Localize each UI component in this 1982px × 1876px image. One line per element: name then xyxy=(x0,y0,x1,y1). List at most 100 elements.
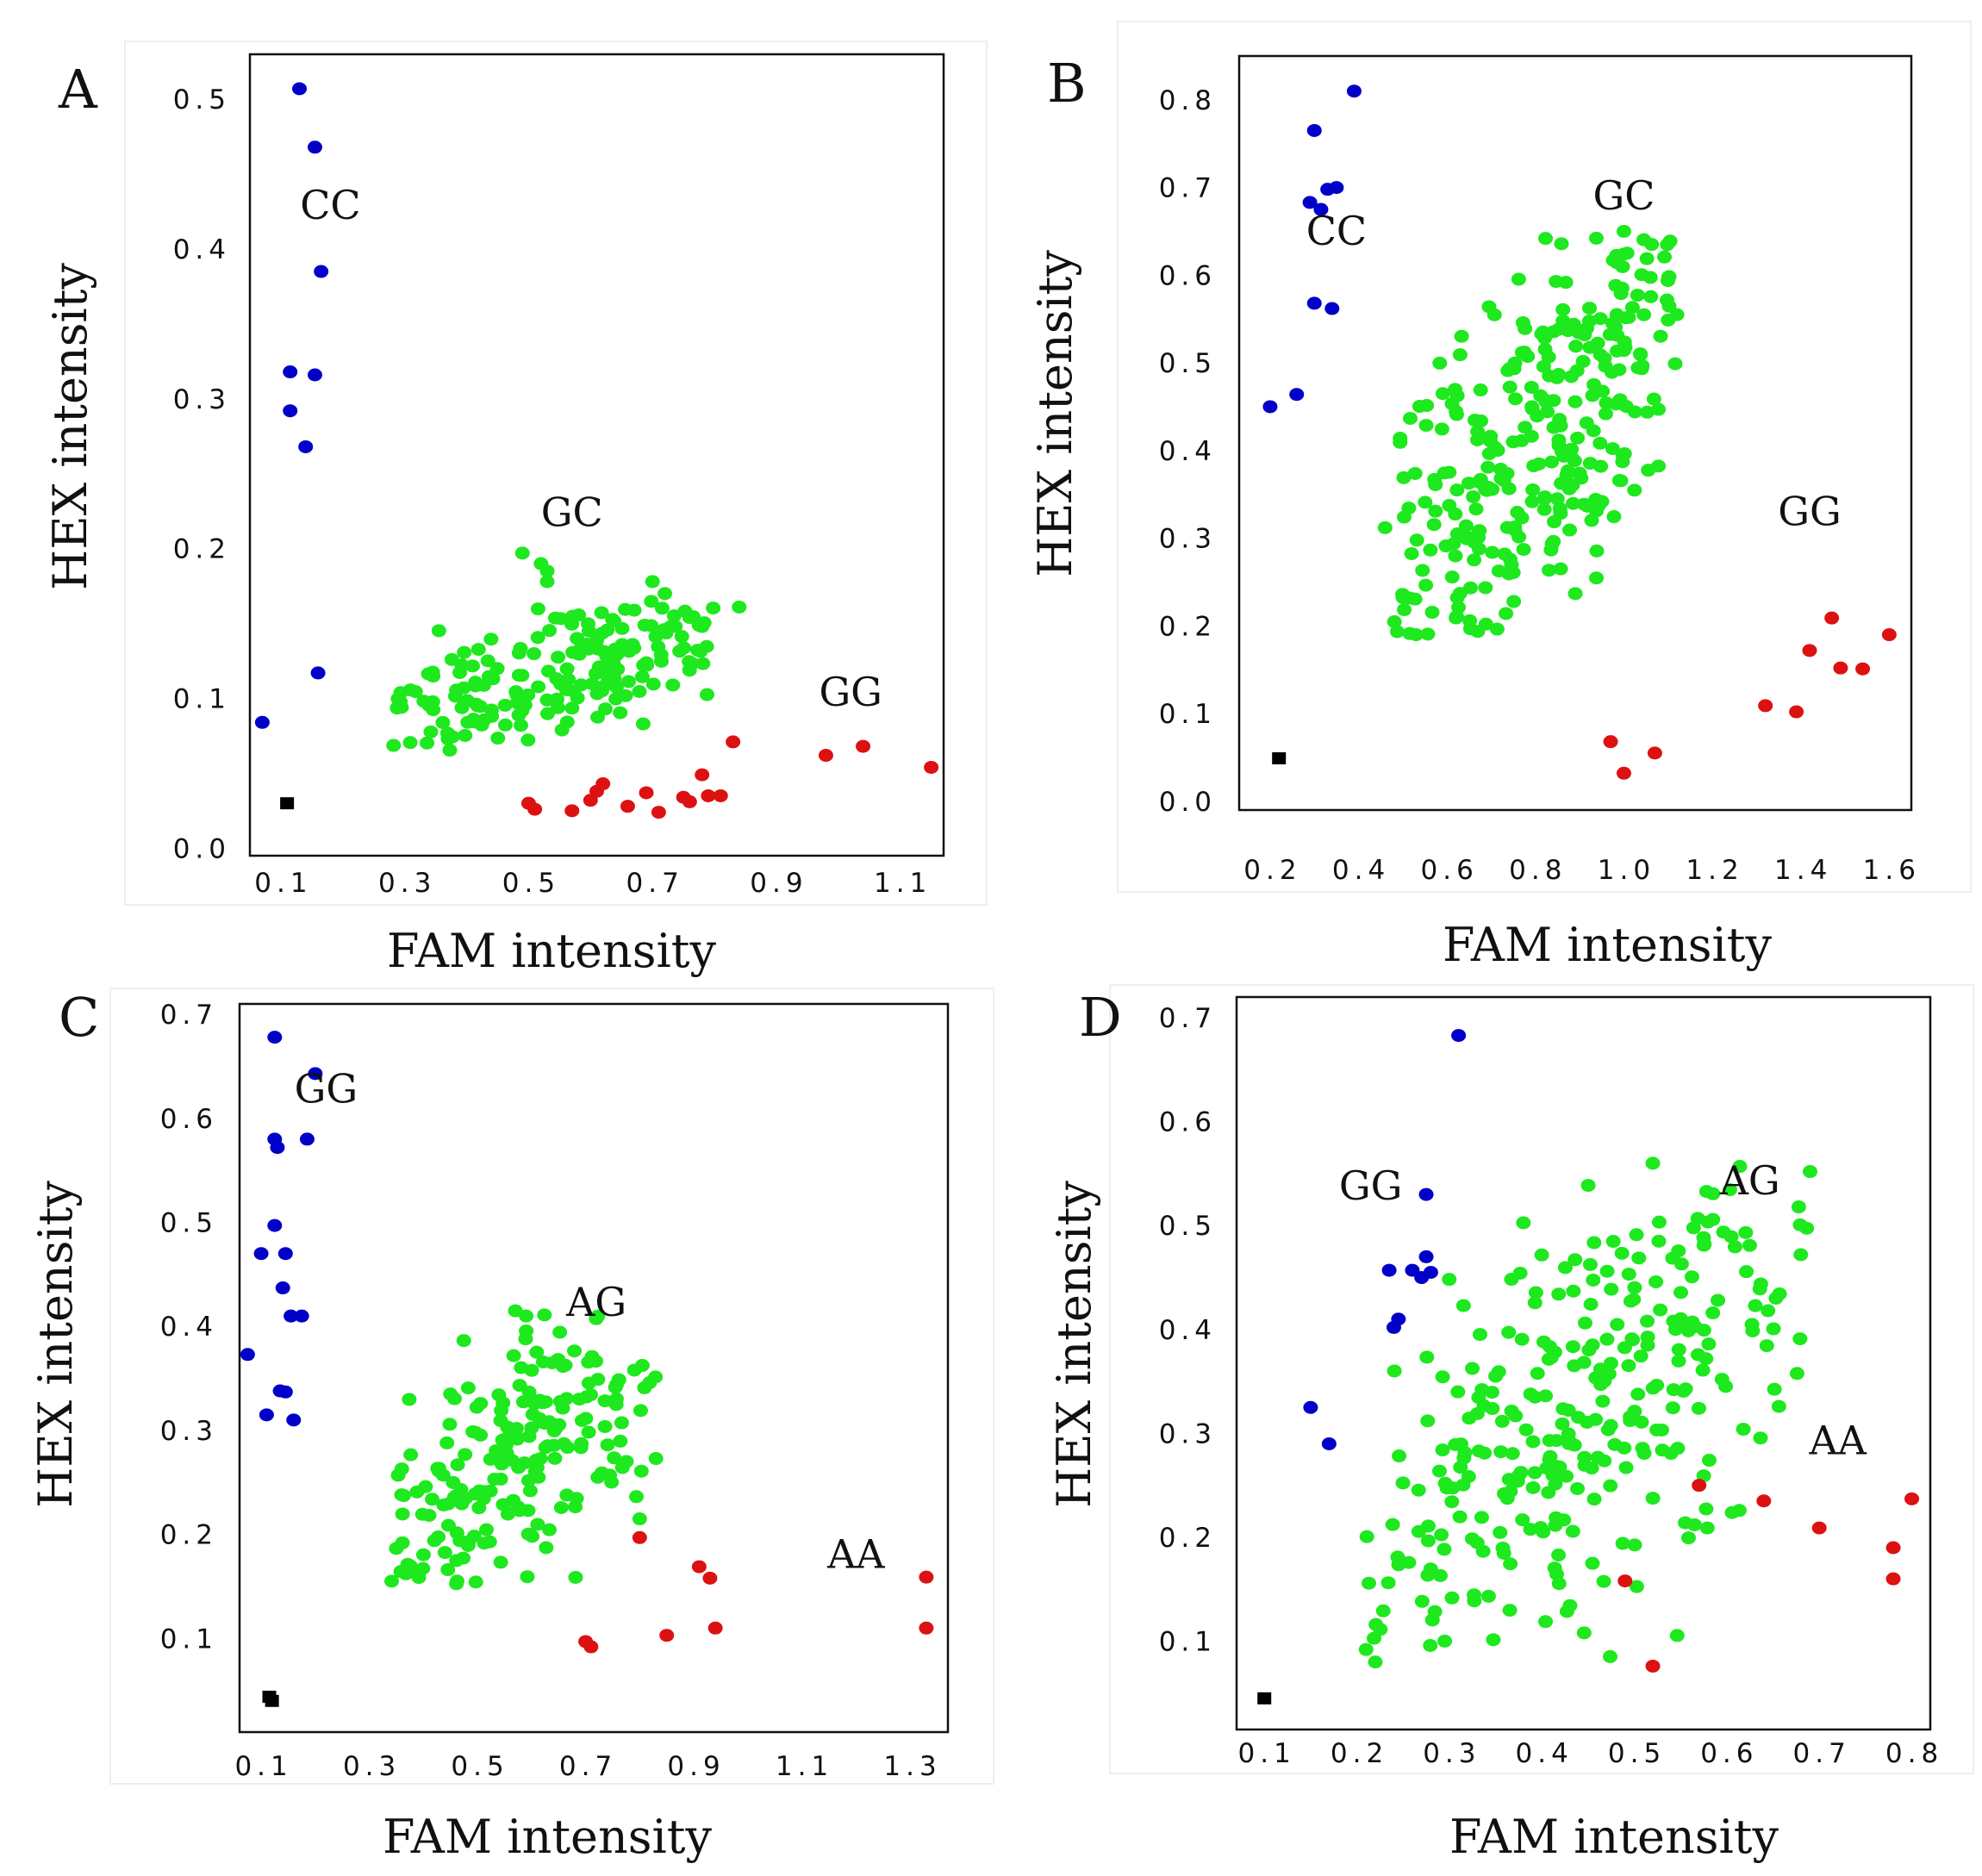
data-point xyxy=(1468,502,1484,516)
data-point xyxy=(632,1512,647,1526)
cluster-label: GG xyxy=(295,1066,358,1113)
data-point xyxy=(1621,1268,1636,1281)
data-point xyxy=(1611,474,1627,488)
data-point xyxy=(1481,300,1497,314)
data-point xyxy=(1696,1238,1711,1252)
panel-background xyxy=(1117,21,1972,893)
data-point xyxy=(1525,1480,1541,1494)
y-tick-label: 0.3 xyxy=(173,384,231,415)
cluster-label: AA xyxy=(826,1530,885,1577)
data-point xyxy=(1635,358,1650,372)
data-point xyxy=(524,1421,539,1435)
data-point xyxy=(1557,1261,1573,1275)
x-tick-label: 0.9 xyxy=(750,868,807,899)
data-point xyxy=(639,786,654,800)
data-point xyxy=(1618,1461,1634,1474)
data-point xyxy=(1566,1284,1581,1298)
data-point xyxy=(1448,383,1463,396)
data-point xyxy=(654,601,670,615)
data-point xyxy=(511,708,527,722)
data-point xyxy=(259,1408,274,1422)
data-point xyxy=(497,698,513,712)
data-point xyxy=(1505,435,1521,449)
data-point xyxy=(571,608,587,622)
data-point xyxy=(1455,1299,1471,1312)
cluster-label: AG xyxy=(1719,1157,1780,1204)
data-point xyxy=(1555,302,1571,316)
series-cc xyxy=(1262,84,1362,414)
data-point xyxy=(1486,1633,1501,1647)
data-point xyxy=(571,647,587,661)
data-point xyxy=(1359,1530,1374,1543)
data-point xyxy=(539,575,555,589)
data-point xyxy=(530,631,545,645)
data-point xyxy=(386,739,402,752)
data-point xyxy=(1627,405,1642,419)
data-point xyxy=(1543,543,1559,557)
x-tick-label: 1.4 xyxy=(1774,855,1832,886)
data-point xyxy=(298,439,314,453)
data-point xyxy=(1262,400,1278,414)
data-point xyxy=(493,1472,508,1486)
data-point xyxy=(454,701,470,714)
data-point xyxy=(1627,1538,1642,1552)
data-point xyxy=(425,1493,440,1506)
data-point xyxy=(530,1518,545,1531)
data-point xyxy=(1616,224,1631,238)
y-tick-label: 0.1 xyxy=(160,1624,218,1655)
data-point xyxy=(531,680,546,694)
data-point xyxy=(1602,1649,1617,1663)
data-point xyxy=(648,1370,664,1384)
data-point xyxy=(1537,331,1553,345)
data-point xyxy=(449,1554,464,1567)
data-point xyxy=(682,611,697,625)
data-point xyxy=(701,788,716,802)
data-point xyxy=(595,663,610,676)
data-point xyxy=(614,1416,629,1430)
data-point xyxy=(1395,1476,1411,1490)
data-point xyxy=(1373,1623,1388,1636)
data-point xyxy=(553,1500,569,1514)
data-point xyxy=(1442,1273,1457,1287)
data-point xyxy=(1289,388,1305,402)
data-point xyxy=(1714,1373,1730,1387)
data-point xyxy=(469,1400,484,1414)
data-point xyxy=(1423,1266,1438,1280)
data-point xyxy=(496,1396,511,1410)
series-gg xyxy=(240,1031,323,1427)
data-point xyxy=(1633,348,1649,362)
data-point xyxy=(597,1419,613,1433)
x-tick-label: 0.2 xyxy=(1331,1738,1388,1769)
data-point xyxy=(1412,400,1427,414)
data-point xyxy=(1483,429,1499,443)
data-point xyxy=(559,662,575,676)
data-point xyxy=(1489,622,1505,636)
data-point xyxy=(440,1563,456,1577)
data-point xyxy=(496,1498,511,1511)
data-point xyxy=(695,657,711,670)
data-point xyxy=(1610,1318,1625,1331)
data-point xyxy=(1630,288,1645,302)
data-point xyxy=(1506,595,1522,608)
data-point xyxy=(1435,387,1450,401)
data-point xyxy=(1602,327,1617,341)
data-point xyxy=(1627,483,1642,497)
data-point xyxy=(284,1309,299,1323)
x-tick-label: 0.8 xyxy=(1509,855,1567,886)
data-point xyxy=(1792,1218,1808,1231)
data-point xyxy=(1662,234,1678,248)
data-point xyxy=(583,1640,599,1654)
data-point xyxy=(1527,1296,1543,1310)
data-point xyxy=(1635,1442,1650,1455)
data-point xyxy=(1615,1536,1630,1550)
data-point xyxy=(402,683,418,697)
data-point xyxy=(658,587,673,601)
data-point xyxy=(1738,1225,1754,1239)
data-point xyxy=(1582,457,1598,471)
data-point xyxy=(856,739,871,753)
data-point xyxy=(1644,238,1660,252)
data-point xyxy=(1444,1495,1460,1509)
data-point xyxy=(1502,380,1518,394)
data-point xyxy=(1766,1322,1781,1336)
data-point xyxy=(1449,611,1464,625)
